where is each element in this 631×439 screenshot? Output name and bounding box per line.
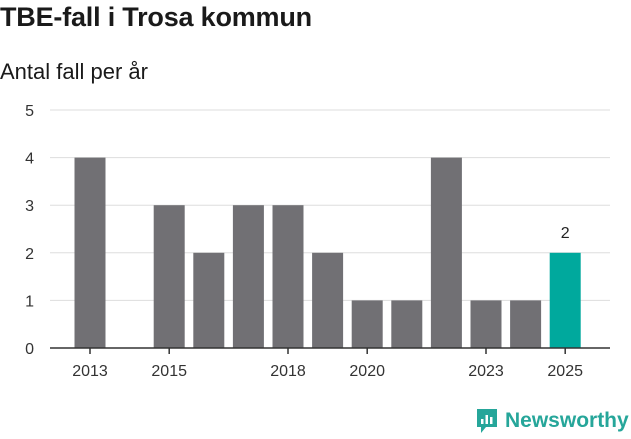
bar (74, 157, 106, 348)
y-tick-label: 3 (25, 198, 34, 215)
data-label: 2 (561, 225, 570, 242)
y-tick-label: 4 (25, 151, 34, 168)
x-tick-label: 2020 (349, 363, 385, 380)
brand-name: Newsworthy (505, 409, 629, 432)
newsworthy-logo-icon (477, 409, 497, 433)
chart-title: TBE-fall i Trosa kommun (0, 2, 312, 32)
x-tick-label: 2018 (270, 363, 306, 380)
y-tick-label: 1 (25, 293, 34, 310)
bar (272, 205, 304, 348)
bar (153, 205, 185, 348)
y-tick-label: 0 (25, 341, 34, 358)
bar (510, 300, 542, 348)
bar (351, 300, 383, 348)
x-tick-label: 2023 (468, 363, 504, 380)
y-tick-label: 5 (25, 103, 34, 120)
bar (391, 300, 423, 348)
bar (470, 300, 502, 348)
chart-subtitle: Antal fall per år (0, 59, 148, 84)
brand-logo[interactable]: Newsworthy (475, 407, 629, 435)
y-tick-label: 2 (25, 246, 34, 263)
bar (549, 252, 581, 348)
x-tick-label: 2013 (72, 363, 108, 380)
bar (232, 205, 264, 348)
bar (193, 252, 225, 348)
bar (312, 252, 344, 348)
x-tick-label: 2015 (151, 363, 187, 380)
x-tick-label: 2025 (547, 363, 583, 380)
bar-chart: 0 1 2 3 4 5 2013 2015 2018 2020 2023 2025 2 (25, 103, 610, 380)
bar (430, 157, 462, 348)
